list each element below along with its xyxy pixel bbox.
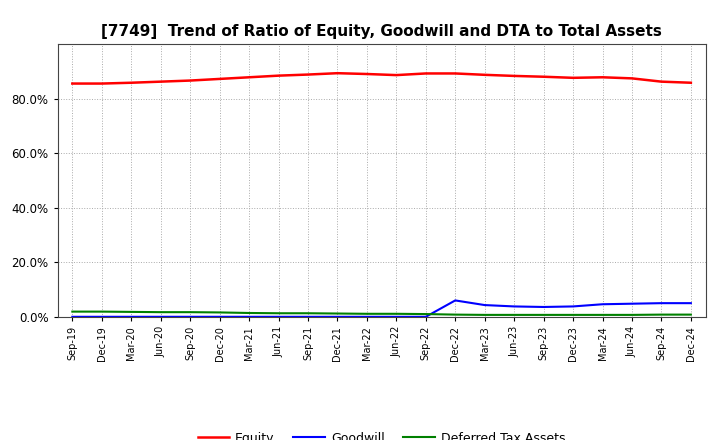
Deferred Tax Assets — [421, 312, 430, 317]
Deferred Tax Assets — [304, 311, 312, 316]
Goodwill — [510, 304, 518, 309]
Equity — [363, 71, 372, 77]
Deferred Tax Assets — [186, 309, 194, 315]
Equity — [598, 75, 607, 80]
Line: Goodwill: Goodwill — [72, 301, 691, 317]
Equity — [628, 76, 636, 81]
Deferred Tax Assets — [245, 310, 253, 315]
Goodwill — [539, 304, 548, 310]
Goodwill — [480, 302, 489, 308]
Deferred Tax Assets — [539, 312, 548, 318]
Goodwill — [156, 314, 165, 319]
Goodwill — [245, 314, 253, 319]
Deferred Tax Assets — [510, 312, 518, 318]
Line: Deferred Tax Assets: Deferred Tax Assets — [72, 312, 691, 315]
Deferred Tax Assets — [598, 312, 607, 318]
Equity — [156, 79, 165, 84]
Goodwill — [363, 314, 372, 319]
Equity — [539, 74, 548, 79]
Equity — [392, 73, 400, 78]
Equity — [657, 79, 666, 84]
Goodwill — [97, 314, 106, 319]
Deferred Tax Assets — [156, 309, 165, 315]
Equity — [480, 72, 489, 77]
Equity — [304, 72, 312, 77]
Deferred Tax Assets — [628, 312, 636, 318]
Equity — [510, 73, 518, 79]
Equity — [569, 75, 577, 81]
Legend: Equity, Goodwill, Deferred Tax Assets: Equity, Goodwill, Deferred Tax Assets — [193, 427, 570, 440]
Goodwill — [392, 314, 400, 319]
Deferred Tax Assets — [657, 312, 666, 317]
Equity — [451, 71, 459, 76]
Goodwill — [68, 314, 76, 319]
Goodwill — [687, 301, 696, 306]
Goodwill — [186, 314, 194, 319]
Equity — [333, 70, 342, 76]
Deferred Tax Assets — [97, 309, 106, 314]
Line: Equity: Equity — [72, 73, 691, 84]
Goodwill — [421, 314, 430, 319]
Goodwill — [304, 314, 312, 319]
Deferred Tax Assets — [569, 312, 577, 318]
Equity — [68, 81, 76, 86]
Deferred Tax Assets — [215, 310, 224, 315]
Deferred Tax Assets — [274, 311, 283, 316]
Goodwill — [333, 314, 342, 319]
Deferred Tax Assets — [68, 309, 76, 314]
Deferred Tax Assets — [127, 309, 135, 315]
Equity — [421, 71, 430, 76]
Equity — [687, 80, 696, 85]
Equity — [215, 76, 224, 81]
Deferred Tax Assets — [451, 312, 459, 317]
Deferred Tax Assets — [687, 312, 696, 317]
Equity — [97, 81, 106, 86]
Equity — [274, 73, 283, 78]
Equity — [186, 78, 194, 83]
Equity — [127, 80, 135, 85]
Goodwill — [569, 304, 577, 309]
Goodwill — [127, 314, 135, 319]
Deferred Tax Assets — [333, 311, 342, 316]
Goodwill — [628, 301, 636, 306]
Goodwill — [274, 314, 283, 319]
Deferred Tax Assets — [480, 312, 489, 318]
Goodwill — [598, 301, 607, 307]
Equity — [245, 75, 253, 80]
Deferred Tax Assets — [363, 311, 372, 316]
Title: [7749]  Trend of Ratio of Equity, Goodwill and DTA to Total Assets: [7749] Trend of Ratio of Equity, Goodwil… — [102, 24, 662, 39]
Goodwill — [657, 301, 666, 306]
Goodwill — [215, 314, 224, 319]
Deferred Tax Assets — [392, 311, 400, 316]
Goodwill — [451, 298, 459, 303]
